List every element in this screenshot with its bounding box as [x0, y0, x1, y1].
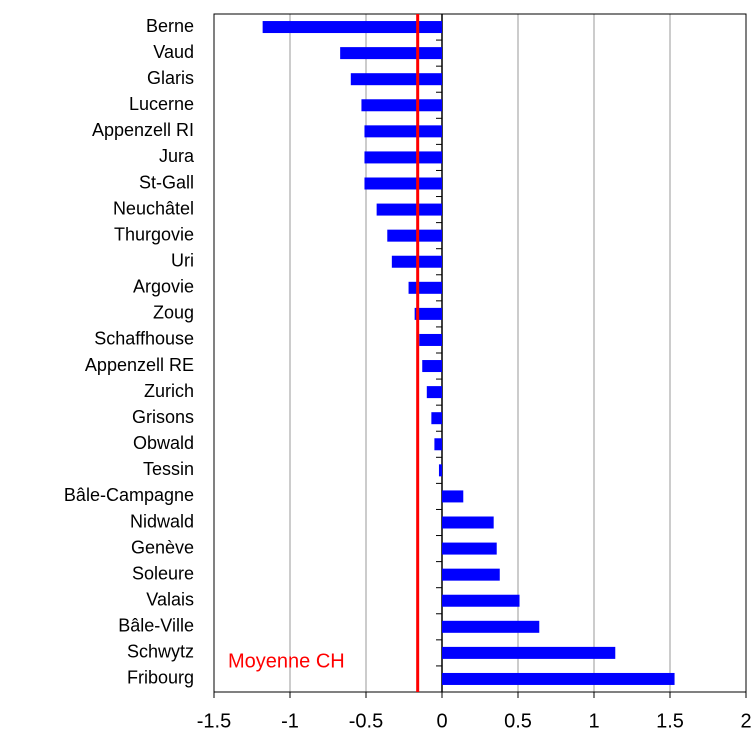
y-tick-label: Tessin [143, 459, 194, 479]
y-tick-label: Nidwald [130, 511, 194, 531]
bar [438, 464, 442, 477]
y-tick-label: Schaffhouse [94, 329, 194, 349]
bar [376, 203, 442, 216]
x-tick-label: 2 [740, 710, 751, 732]
y-tick-label: Thurgovie [114, 224, 194, 244]
bar [442, 646, 616, 659]
bar [364, 151, 442, 164]
y-tick-label: Glaris [147, 68, 194, 88]
bar [434, 438, 442, 451]
reference-label: Moyenne CH [228, 650, 345, 672]
x-tick-label: 0 [436, 710, 447, 732]
bar [350, 73, 442, 86]
bar [262, 21, 442, 34]
x-tick-label: 1.5 [656, 710, 684, 732]
y-tick-label: St-Gall [139, 172, 194, 192]
y-tick-label: Bâle-Campagne [64, 485, 194, 505]
y-tick-label: Genève [131, 537, 194, 557]
y-tick-label: Valais [146, 589, 194, 609]
y-tick-label: Grisons [132, 407, 194, 427]
x-tick-label: -1.5 [197, 710, 231, 732]
y-tick-label: Fribourg [127, 668, 194, 688]
bar [442, 594, 520, 607]
bar [442, 568, 500, 581]
bar [426, 386, 442, 399]
y-tick-label: Jura [159, 146, 195, 166]
y-tick-label: Vaud [153, 42, 194, 62]
bar [387, 229, 442, 242]
y-tick-label: Uri [171, 250, 194, 270]
y-tick-label: Lucerne [129, 94, 194, 114]
bar [422, 360, 442, 373]
bar [408, 281, 442, 294]
bar [419, 333, 442, 346]
y-tick-label: Schwytz [127, 642, 194, 662]
y-tick-label: Appenzell RE [85, 355, 194, 375]
y-tick-label: Appenzell RI [92, 120, 194, 140]
y-tick-label: Soleure [132, 563, 194, 583]
bar [340, 47, 442, 60]
y-tick-label: Bâle-Ville [118, 616, 194, 636]
bar [442, 672, 675, 685]
x-tick-label: 1 [588, 710, 599, 732]
bar [442, 542, 497, 555]
plot-border [213, 13, 747, 693]
x-tick-label: -0.5 [349, 710, 383, 732]
bar [364, 177, 442, 190]
bar [442, 620, 540, 633]
y-tick-label: Argovie [133, 277, 194, 297]
y-tick-label: Neuchâtel [113, 198, 194, 218]
y-tick-label: Zoug [153, 303, 194, 323]
bar [361, 99, 442, 112]
y-tick-label: Zurich [144, 381, 194, 401]
bar [431, 412, 442, 425]
bar [442, 516, 494, 529]
x-tick-label: -1 [281, 710, 299, 732]
bar [364, 125, 442, 138]
x-tick-label: 0.5 [504, 710, 532, 732]
bar [414, 307, 442, 320]
y-tick-label: Obwald [133, 433, 194, 453]
y-tick-label: Berne [146, 16, 194, 36]
bar [442, 490, 464, 503]
